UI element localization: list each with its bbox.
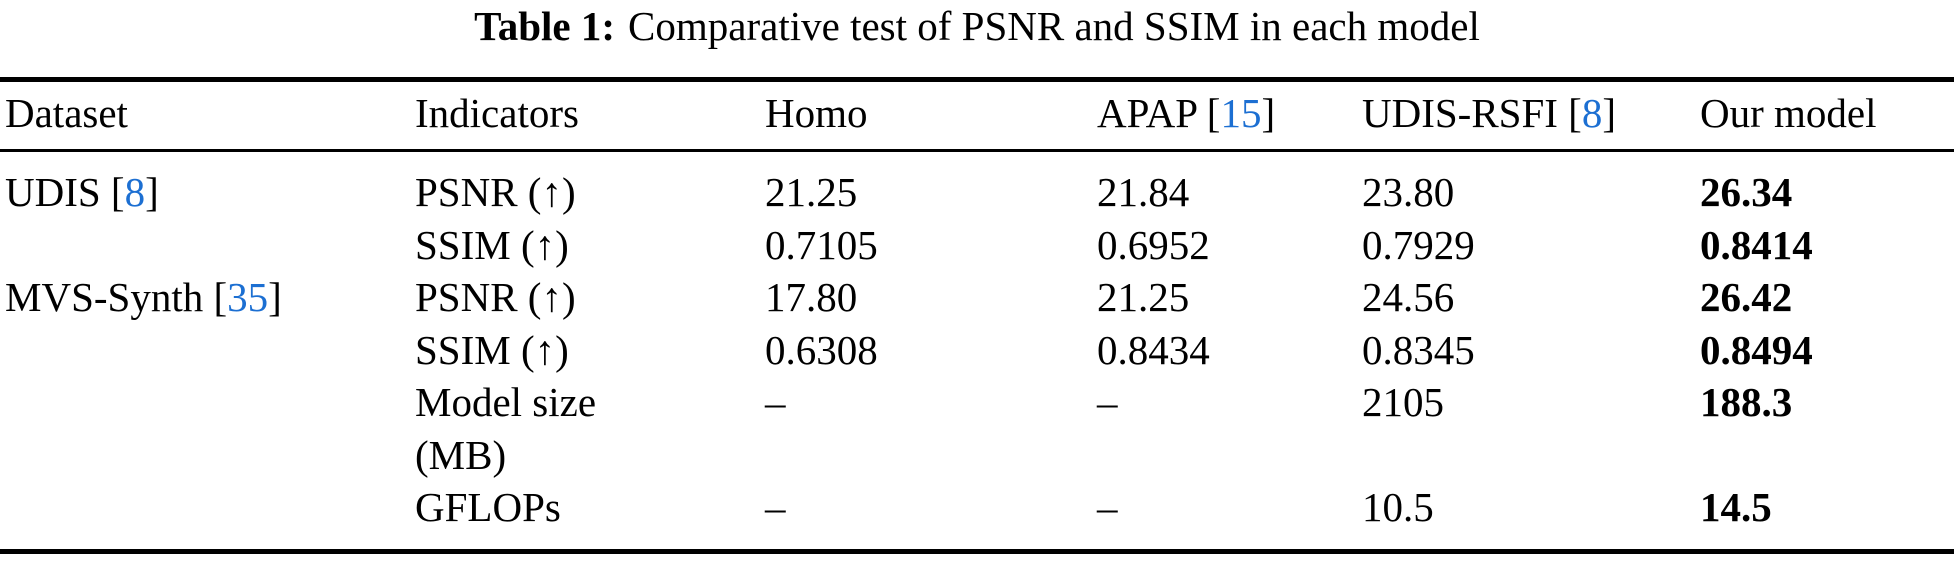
citation-link-15[interactable]: 15 <box>1220 89 1262 136</box>
cell-dataset-empty <box>0 219 415 272</box>
cell-indicator: GFLOPs <box>415 484 561 530</box>
dataset-name: UDIS [ <box>5 169 125 215</box>
cell-apap: 0.8434 <box>1097 326 1210 373</box>
col-header-our-model: Our model <box>1700 79 1954 152</box>
cell-apap: 21.25 <box>1097 274 1190 320</box>
citation-link-8[interactable]: 8 <box>124 169 146 215</box>
table-row-model-size: Model size (MB) – – 2105 188.3 <box>0 376 1954 481</box>
cell-udis-rsfi: 10.5 <box>1362 484 1434 530</box>
col-header-udis-rsfi-text: UDIS-RSFI [ <box>1362 89 1582 136</box>
indicator-line-2: (MB) <box>415 431 507 478</box>
indicator-line-1: Model size <box>415 379 597 425</box>
cell-homo: 17.80 <box>765 274 858 320</box>
cell-indicator: SSIM (↑) <box>415 326 569 373</box>
cell-our-model: 188.3 <box>1700 379 1793 425</box>
cell-our-model: 14.5 <box>1700 484 1772 530</box>
cell-indicator: PSNR (↑) <box>415 169 576 215</box>
cell-dataset-empty <box>0 376 415 481</box>
table-caption-text: Comparative test of PSNR and SSIM in eac… <box>628 3 1480 49</box>
table-row-udis-ssim: SSIM (↑) 0.7105 0.6952 0.7929 0.8414 <box>0 219 1954 272</box>
col-header-udis-rsfi: UDIS-RSFI [8] <box>1362 79 1700 152</box>
table-row-gflops: GFLOPs – – 10.5 14.5 <box>0 481 1954 551</box>
cell-our-model: 0.8414 <box>1700 221 1813 268</box>
cell-indicator: Model size (MB) <box>415 376 765 481</box>
col-header-dataset: Dataset <box>0 79 415 152</box>
cell-udis-rsfi: 2105 <box>1362 379 1444 425</box>
cell-udis-rsfi: 0.8345 <box>1362 326 1475 373</box>
cell-apap: – <box>1097 484 1118 530</box>
header-row: Dataset Indicators Homo APAP [15] UDIS-R… <box>0 79 1954 152</box>
cell-our-model: 26.42 <box>1700 274 1793 320</box>
table-row-mvs-psnr: MVS-Synth [35] PSNR (↑) 17.80 21.25 24.5… <box>0 271 1954 324</box>
table-row-mvs-ssim: SSIM (↑) 0.6308 0.8434 0.8345 0.8494 <box>0 324 1954 377</box>
cell-dataset-empty <box>0 324 415 377</box>
cell-dataset-empty <box>0 481 415 551</box>
cell-udis-rsfi: 0.7929 <box>1362 221 1475 268</box>
citation-link-8[interactable]: 8 <box>1581 89 1603 136</box>
dataset-name: MVS-Synth [ <box>5 274 228 320</box>
cell-udis-rsfi: 24.56 <box>1362 274 1455 320</box>
cell-homo: – <box>765 379 786 425</box>
cell-apap: 0.6952 <box>1097 221 1210 268</box>
col-header-homo: Homo <box>765 79 1097 152</box>
results-table: Dataset Indicators Homo APAP [15] UDIS-R… <box>0 77 1954 554</box>
bracket-close: ] <box>1602 89 1616 136</box>
table-row-udis-psnr: UDIS [8] PSNR (↑) 21.25 21.84 23.80 26.3… <box>0 151 1954 219</box>
bracket-close: ] <box>1261 89 1276 136</box>
cell-homo: 0.6308 <box>765 326 878 373</box>
bracket-close: ] <box>268 274 282 320</box>
cell-homo: – <box>765 484 786 530</box>
cell-apap: – <box>1097 379 1118 425</box>
col-header-apap-text: APAP [ <box>1097 89 1221 136</box>
table-caption-label: Table 1: <box>474 3 616 49</box>
cell-our-model: 26.34 <box>1700 169 1793 215</box>
cell-homo: 0.7105 <box>765 221 878 268</box>
col-header-apap: APAP [15] <box>1097 79 1362 152</box>
cell-homo: 21.25 <box>765 169 858 215</box>
cell-indicator: SSIM (↑) <box>415 221 569 268</box>
cell-dataset-udis: UDIS [8] <box>0 151 415 219</box>
col-header-indicators: Indicators <box>415 79 765 152</box>
table-caption: Table 1: Comparative test of PSNR and SSI… <box>0 0 1954 50</box>
citation-link-35[interactable]: 35 <box>227 274 269 320</box>
cell-our-model: 0.8494 <box>1700 326 1813 373</box>
cell-dataset-mvs-synth: MVS-Synth [35] <box>0 271 415 324</box>
cell-apap: 21.84 <box>1097 169 1190 215</box>
bracket-close: ] <box>145 169 159 215</box>
cell-udis-rsfi: 23.80 <box>1362 169 1455 215</box>
cell-indicator: PSNR (↑) <box>415 274 576 320</box>
